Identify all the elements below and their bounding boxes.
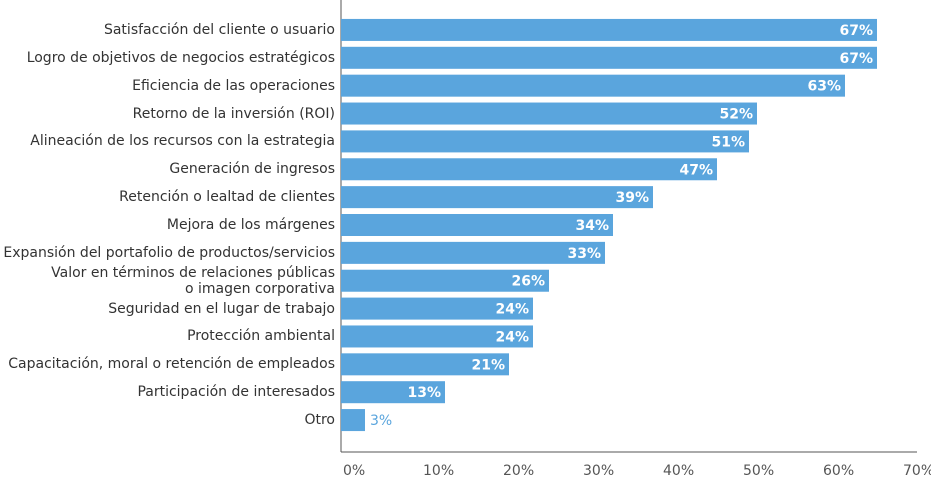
bar [341,241,605,264]
category-label: Alineación de los recursos con la estrat… [30,133,335,150]
value-label: 33% [567,246,601,262]
category-label: Eficiencia de las operaciones [132,77,335,94]
value-label: 13% [407,385,441,401]
bar [341,130,749,153]
value-label: 34% [575,218,609,234]
value-label: 3% [370,413,392,429]
category-label: Retorno de la inversión (ROI) [132,105,335,122]
category-label: Capacitación, moral o retención de emple… [8,356,335,373]
bar [341,297,533,320]
x-tick-label: 30% [583,463,614,479]
x-tick-label: 10% [423,463,454,479]
bar [341,214,613,236]
bar [341,18,877,41]
value-label: 39% [615,190,649,206]
bar [341,74,845,97]
bar [341,269,549,292]
bar [341,353,509,376]
category-label: Generación de ingresos [169,161,335,178]
category-label: Otro [304,412,335,429]
x-tick-label: 50% [743,463,774,479]
x-tick-label: 70% [903,463,931,479]
value-label: 21% [471,357,505,373]
bar [341,102,757,125]
category-label: Protección ambiental [187,328,335,345]
x-tick-label: 20% [503,463,534,479]
bar [341,381,445,404]
category-label: Logro de objetivos de negocios estratégi… [26,49,335,66]
bar [341,158,717,181]
value-label: 47% [679,162,713,178]
x-tick-label: 0% [343,463,365,479]
category-label: Seguridad en el lugar de trabajo [108,300,335,317]
bar [341,46,877,69]
category-label: Valor en términos de relaciones públicas… [51,264,335,297]
x-tick-label: 40% [663,463,694,479]
bar [341,325,533,348]
value-label: 52% [719,107,753,123]
value-label: 67% [839,23,873,39]
value-label: 67% [839,51,873,67]
category-label: Mejora de los márgenes [166,217,335,233]
value-label: 51% [711,134,745,150]
bar [341,409,365,432]
bar [341,186,653,209]
category-label: Satisfacción del cliente o usuario [103,21,335,38]
value-label: 24% [495,329,529,345]
category-label: Participación de interesados [137,384,335,401]
value-label: 26% [511,274,545,290]
category-label: Retención o lealtad de clientes [119,189,335,206]
x-tick-label: 60% [823,463,854,479]
category-label: Expansión del portafolio de productos/se… [3,244,335,261]
value-label: 24% [495,302,529,318]
value-label: 63% [807,79,841,95]
